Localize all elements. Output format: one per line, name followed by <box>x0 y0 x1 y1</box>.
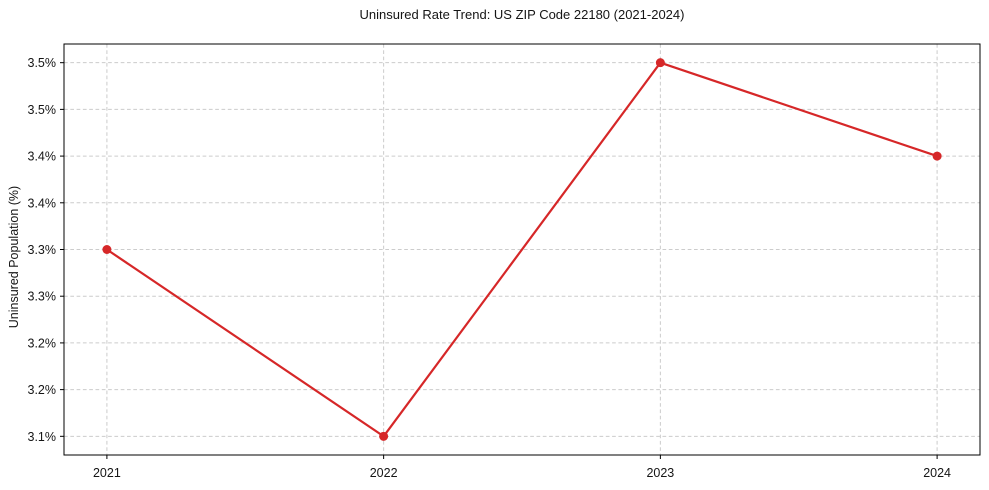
y-tick-label: 3.5% <box>28 103 57 117</box>
data-point-2023 <box>655 58 665 68</box>
x-tick-label: 2024 <box>923 466 951 480</box>
y-tick-label: 3.3% <box>28 290 57 304</box>
y-tick-label: 3.4% <box>28 196 57 210</box>
y-tick-label: 3.2% <box>28 383 57 397</box>
x-tick-label: 2021 <box>93 466 121 480</box>
data-point-2022 <box>379 431 389 441</box>
data-point-2021 <box>102 245 112 254</box>
y-tick-label: 3.5% <box>28 56 57 70</box>
x-tick-label: 2022 <box>370 466 398 480</box>
y-tick-label: 3.1% <box>28 430 57 444</box>
y-tick-label: 3.2% <box>28 336 57 350</box>
data-point-2024 <box>932 151 942 161</box>
chart-title: Uninsured Rate Trend: US ZIP Code 22180 … <box>359 7 685 22</box>
trend-line <box>105 61 939 438</box>
x-tick-label: 2023 <box>646 466 674 480</box>
y-tick-label: 3.4% <box>28 150 57 164</box>
y-tick-label: 3.3% <box>28 243 57 257</box>
